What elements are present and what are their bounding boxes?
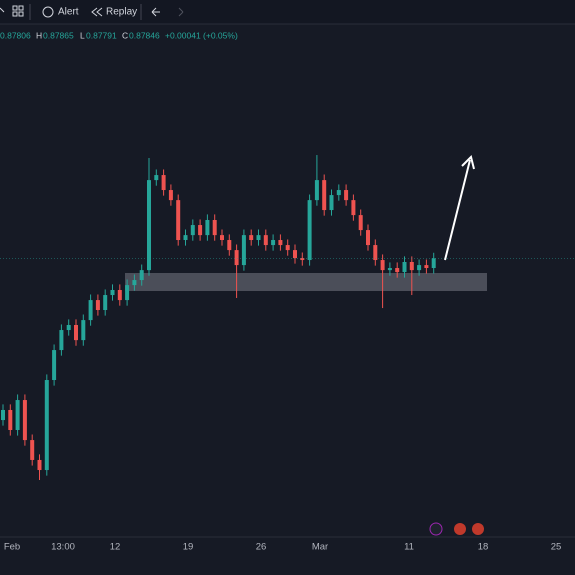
- event-icon[interactable]: [472, 523, 484, 535]
- candle-body: [205, 220, 210, 236]
- candle-body: [81, 320, 86, 341]
- arrow: [444, 155, 475, 261]
- x-tick-label: 12: [110, 542, 121, 553]
- candle-body: [22, 400, 27, 441]
- candle-body: [212, 220, 217, 236]
- candle-body: [110, 290, 115, 296]
- support-zone: [125, 273, 487, 291]
- x-tick-label: 19: [183, 542, 194, 553]
- candle-body: [154, 175, 159, 181]
- candle-body: [336, 190, 341, 196]
- legend-high: 0.87865: [43, 30, 74, 40]
- candle-body: [227, 240, 232, 251]
- candle-body: [95, 300, 100, 311]
- candle-body: [8, 409, 13, 430]
- candle-body: [74, 325, 78, 341]
- redo-icon[interactable]: [178, 7, 184, 17]
- candle-body: [249, 235, 254, 241]
- candle-body: [220, 235, 224, 241]
- x-tick-label: 26: [256, 542, 267, 553]
- candle-body: [59, 330, 64, 351]
- candle-body: [322, 180, 327, 211]
- candle-body: [402, 262, 407, 273]
- candle-body: [183, 235, 188, 241]
- candle-body: [103, 295, 108, 311]
- candle-body: [366, 230, 370, 246]
- candle-body: [417, 265, 422, 271]
- candle-body: [256, 235, 261, 241]
- candle-body: [271, 240, 276, 246]
- candle-body: [395, 268, 400, 273]
- candle-body: [234, 250, 239, 266]
- candle-body: [1, 409, 5, 421]
- candle-body: [431, 258, 436, 269]
- candle-body: [37, 459, 42, 471]
- candle-body: [307, 200, 312, 261]
- x-tick-label: Mar: [312, 542, 328, 553]
- legend-change: +0.00041 (+0.05%): [165, 30, 238, 40]
- candles: [0, 155, 575, 480]
- alert-button[interactable]: Alert: [42, 6, 79, 18]
- replay-label[interactable]: Replay: [106, 7, 137, 18]
- candle-body: [147, 180, 151, 271]
- candle-body: [15, 400, 20, 430]
- candle-body: [263, 235, 268, 246]
- layout-icon[interactable]: [12, 5, 24, 17]
- candle-body: [168, 190, 173, 201]
- candle-body: [358, 215, 363, 231]
- candle-body: [300, 258, 305, 261]
- candle-body: [44, 380, 49, 471]
- candle-body: [241, 235, 246, 266]
- candle-body: [285, 245, 290, 251]
- candle-body: [373, 245, 378, 261]
- candle-body: [176, 200, 181, 241]
- candle-body: [132, 280, 137, 286]
- x-tick-label: 25: [551, 542, 562, 553]
- toolbar: [0, 0, 575, 24]
- candle-body: [139, 270, 144, 281]
- legend-open: 0.87806: [0, 30, 31, 40]
- candle-body: [424, 265, 429, 269]
- x-tick-label: 18: [478, 542, 489, 553]
- legend-close: 0.87846: [129, 30, 160, 40]
- legend-high-label: H: [36, 30, 42, 40]
- x-tick-label: Feb: [4, 542, 20, 553]
- candle-body: [380, 260, 385, 271]
- candle-body: [125, 285, 130, 301]
- event-icon[interactable]: [454, 523, 466, 535]
- candle-body: [66, 325, 71, 331]
- candle-body: [387, 268, 392, 271]
- x-tick-label: 11: [404, 542, 414, 553]
- candle-body: [190, 225, 195, 236]
- candle-body: [117, 290, 122, 301]
- alert-label[interactable]: Alert: [58, 7, 79, 18]
- x-tick-label: 13:00: [51, 542, 75, 553]
- event-icon[interactable]: [429, 522, 443, 536]
- candle-body: [314, 180, 319, 201]
- undo-icon[interactable]: [151, 7, 160, 17]
- event-icons: [429, 522, 484, 536]
- chevron-icon[interactable]: [0, 7, 5, 13]
- candle-body: [198, 225, 203, 236]
- legend-low: 0.87791: [86, 30, 117, 40]
- candle-body: [52, 350, 57, 381]
- candle-body: [88, 300, 93, 321]
- candle-body: [30, 440, 35, 460]
- candle-body: [344, 190, 349, 201]
- candle-body: [161, 175, 166, 191]
- candle-body: [329, 195, 334, 211]
- candle-body: [409, 262, 414, 271]
- legend-close-label: C: [122, 30, 128, 40]
- legend-low-label: L: [80, 30, 85, 40]
- candle-body: [278, 240, 283, 246]
- candle-body: [293, 250, 297, 259]
- replay-button[interactable]: Replay: [91, 7, 137, 18]
- candle-body: [351, 200, 356, 216]
